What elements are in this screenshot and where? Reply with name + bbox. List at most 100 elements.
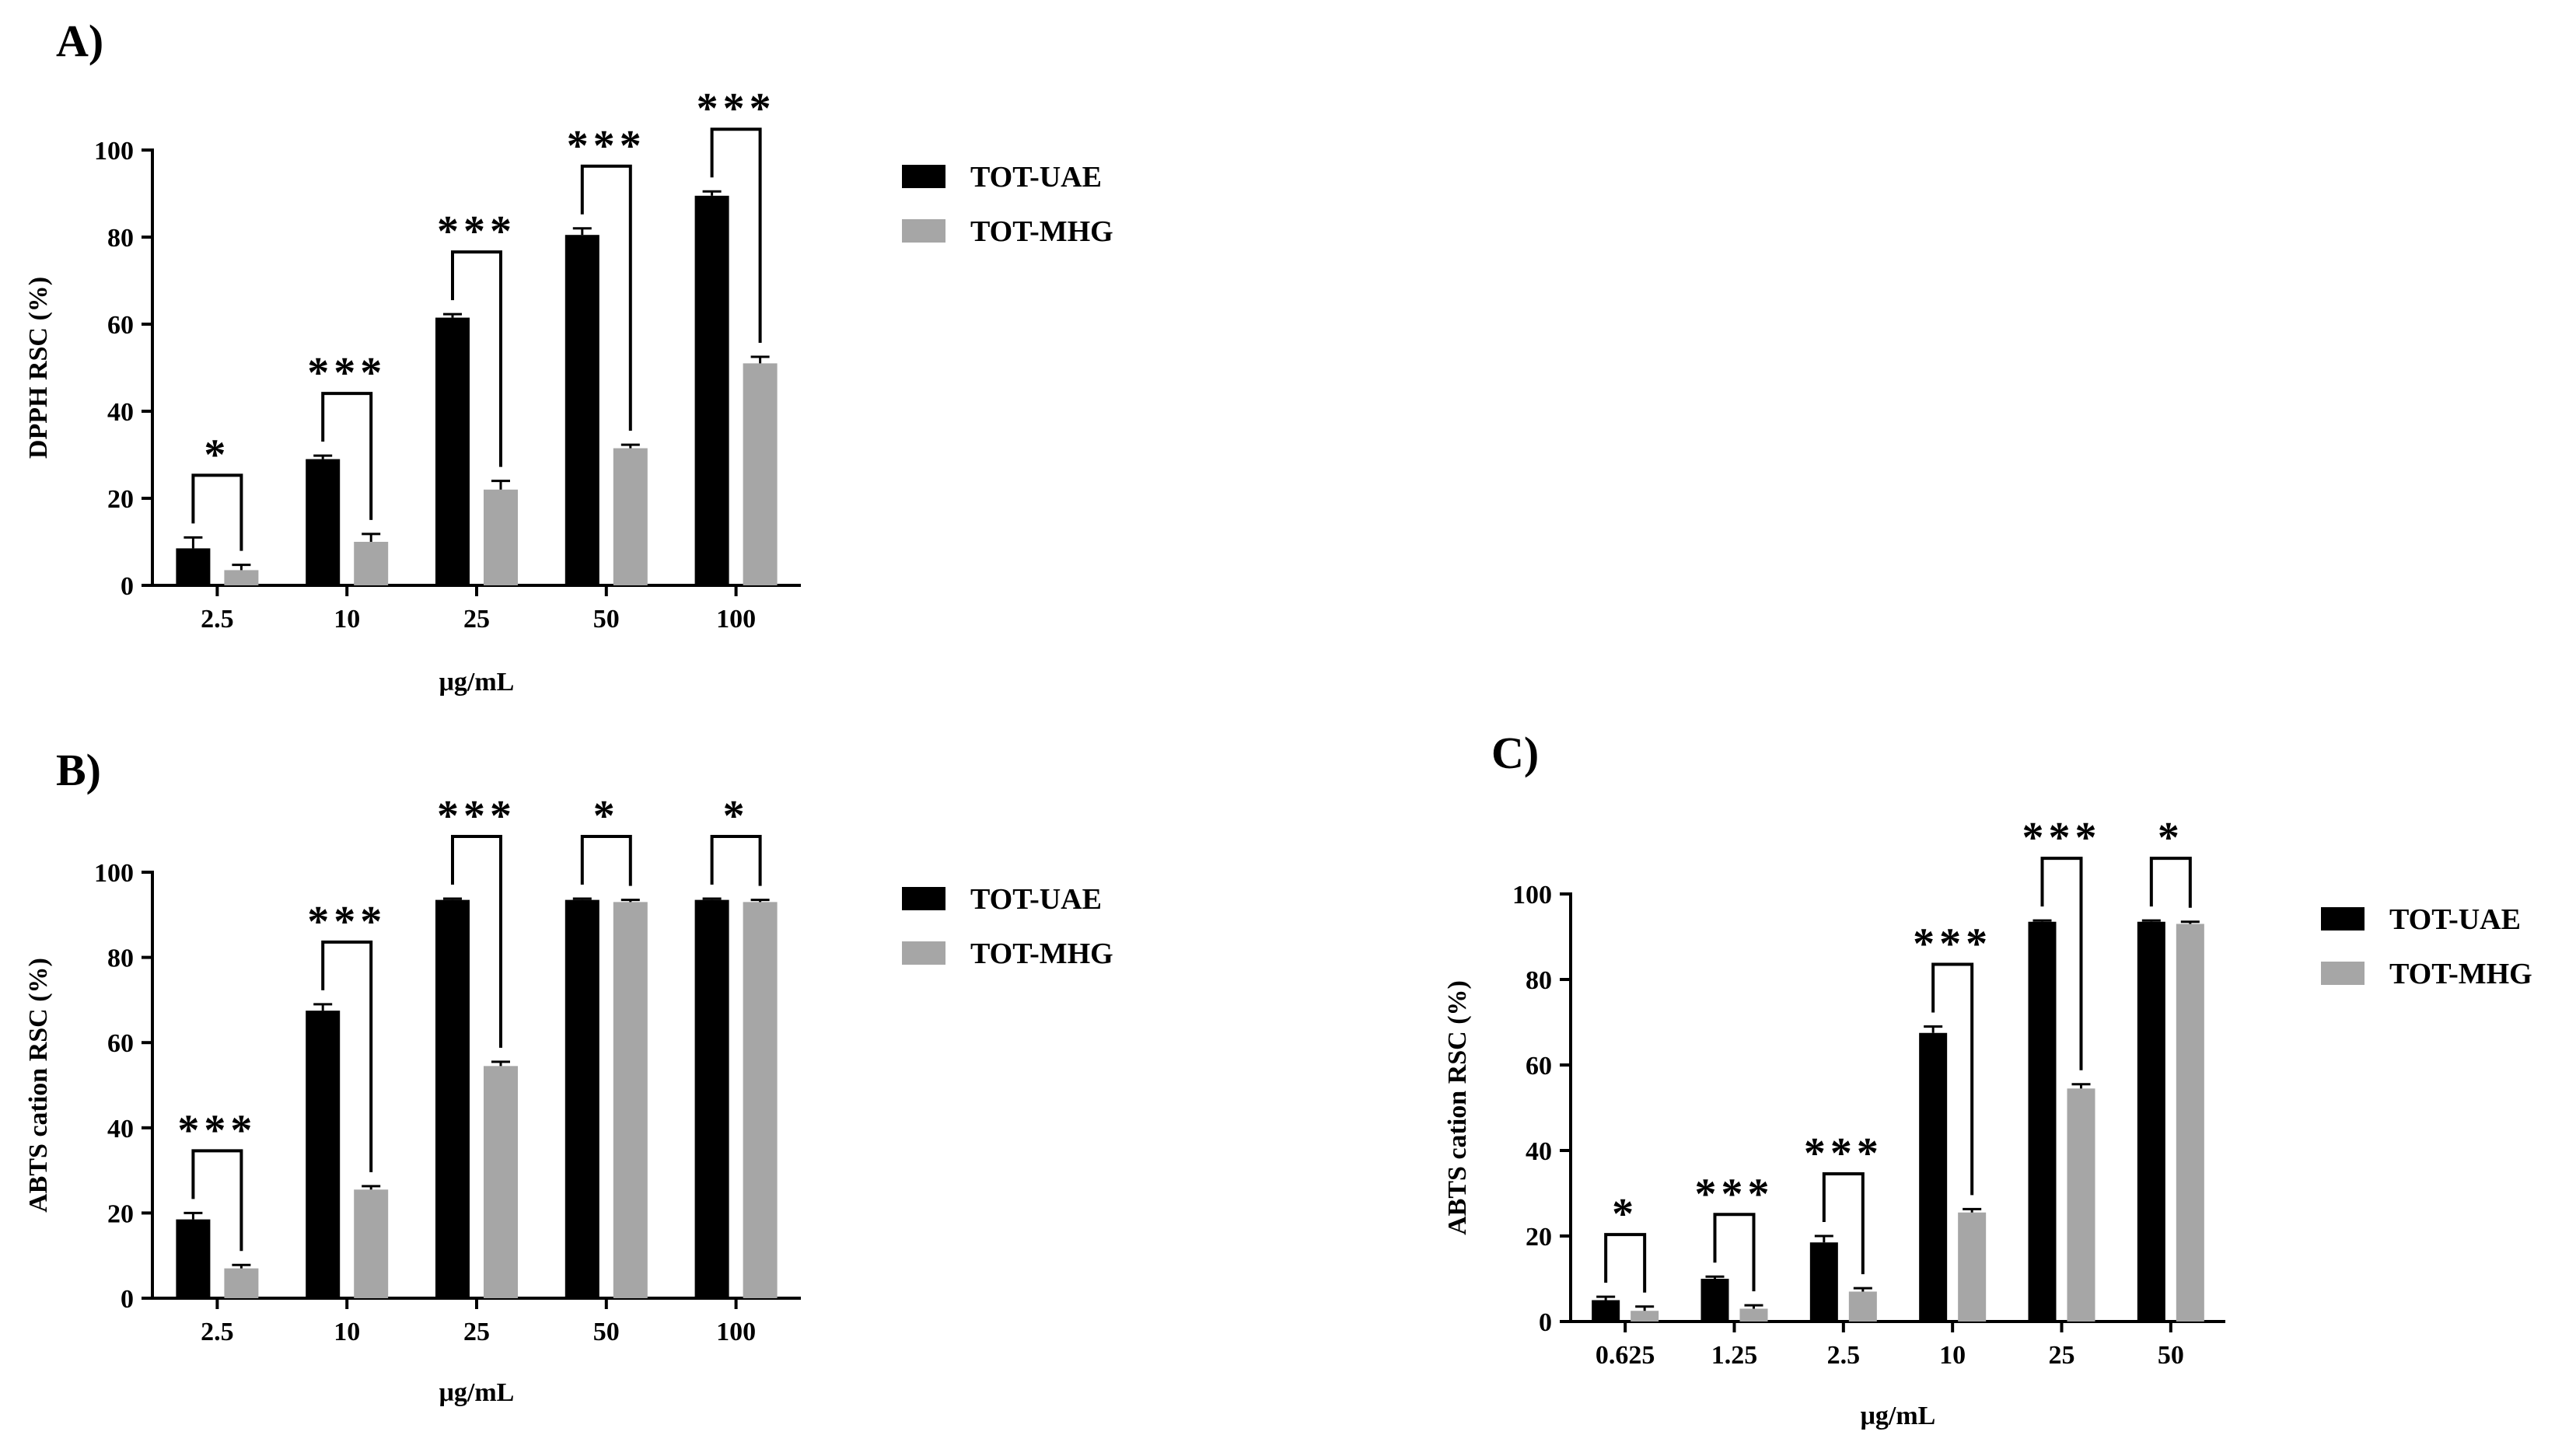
bar-tot-uae — [306, 459, 341, 585]
bar-tot-uae — [1700, 1279, 1729, 1322]
significance-bracket — [710, 127, 762, 343]
x-axis-label: μg/mL — [439, 1378, 515, 1407]
bar-tot-uae — [306, 1011, 341, 1298]
bar-tot-mhg — [354, 542, 389, 585]
bar-tot-uae — [1592, 1300, 1620, 1322]
panel-label: A) — [56, 16, 103, 66]
y-tick-label: 80 — [107, 944, 134, 973]
bar-tot-mhg — [1739, 1308, 1768, 1322]
bar-tot-mhg — [613, 902, 648, 1298]
legend-swatch-tot-mhg — [902, 941, 945, 965]
chart-panel-3: C) 0 20 40 60 80 100 ABTS cation RSC (%) μg/mL 0.… — [1443, 728, 2532, 1430]
bar-tot-uae — [435, 899, 470, 1298]
y-tick-label: 60 — [107, 311, 134, 340]
significance-bracket — [191, 1149, 243, 1252]
y-tick-label: 80 — [1526, 966, 1552, 995]
panel-label: C) — [1491, 728, 1539, 778]
y-tick-label: 40 — [107, 398, 134, 427]
significance-bracket — [2040, 857, 2083, 1070]
x-tick-label: 25 — [463, 605, 490, 634]
bar-tot-uae — [1919, 1032, 1948, 1322]
significance-label: * — [593, 792, 620, 840]
significance-bracket — [451, 834, 502, 1048]
legend-label: TOT-UAE — [970, 883, 1102, 916]
bar-tot-uae — [2137, 921, 2165, 1322]
significance-label: * — [1612, 1190, 1638, 1238]
significance-bracket — [2149, 857, 2192, 908]
legend-label: TOT-MHG — [970, 215, 1113, 248]
bar-tot-mhg — [1848, 1291, 1877, 1322]
significance-label: *** — [1695, 1170, 1774, 1218]
bar-tot-mhg — [743, 363, 778, 585]
x-tick-label: 50 — [593, 1318, 620, 1346]
legend-swatch-tot-mhg — [902, 219, 945, 243]
x-tick-label: 100 — [716, 605, 756, 634]
x-tick-label: 2.5 — [201, 605, 234, 634]
significance-bracket — [710, 834, 762, 886]
bar-tot-mhg — [484, 1066, 518, 1298]
legend-swatch-tot-mhg — [2321, 962, 2365, 985]
x-tick-label: 2.5 — [1827, 1341, 1861, 1370]
legend-swatch-tot-uae — [2321, 907, 2365, 931]
y-tick-label: 0 — [121, 572, 134, 601]
significance-bracket — [1822, 1172, 1865, 1275]
significance-bracket — [1931, 962, 1974, 1196]
y-tick-label: 0 — [1539, 1308, 1552, 1337]
legend-label: TOT-UAE — [2389, 903, 2521, 936]
y-tick-label: 60 — [107, 1029, 134, 1058]
panel-label: B) — [56, 745, 101, 795]
significance-label: *** — [2022, 814, 2102, 862]
bar-tot-uae — [435, 317, 470, 585]
x-tick-label: 1.25 — [1711, 1341, 1758, 1370]
significance-label: *** — [177, 1106, 257, 1154]
chart-panel-2: B) 0 20 40 60 80 100 ABTS cation RSC (%) μg/mL 2.… — [24, 745, 1113, 1407]
significance-label: *** — [1804, 1130, 1883, 1178]
y-axis-label: ABTS cation RSC (%) — [1443, 980, 1472, 1235]
legend-label: TOT-MHG — [970, 937, 1113, 970]
bar-tot-uae — [1809, 1242, 1838, 1322]
significance-label: * — [2158, 814, 2184, 862]
y-tick-label: 0 — [121, 1285, 134, 1314]
chart-panel-1: A) 0 20 40 60 80 100 DPPH RSC (%) μg/mL 2.5 * 10 ***… — [24, 16, 1113, 697]
significance-bracket — [191, 473, 243, 551]
x-tick-label: 25 — [463, 1318, 490, 1346]
significance-label: * — [723, 792, 750, 840]
significance-bracket — [451, 250, 502, 467]
bar-tot-mhg — [484, 489, 518, 585]
bar-tot-mhg — [613, 448, 648, 585]
significance-label: *** — [567, 122, 646, 170]
significance-bracket — [321, 940, 373, 1172]
bar-tot-mhg — [224, 1268, 259, 1298]
significance-label: * — [204, 431, 230, 479]
y-axis-label: DPPH RSC (%) — [24, 277, 53, 459]
bar-tot-uae — [564, 899, 599, 1298]
y-axis-label: ABTS cation RSC (%) — [24, 958, 53, 1213]
significance-label: *** — [307, 349, 386, 397]
significance-bracket — [580, 834, 632, 886]
significance-bracket — [580, 164, 632, 431]
x-tick-label: 10 — [334, 1318, 360, 1346]
bar-tot-uae — [694, 899, 729, 1298]
y-tick-label: 80 — [107, 224, 134, 253]
bar-tot-uae — [176, 1219, 211, 1298]
significance-label: *** — [1913, 920, 1992, 969]
bar-tot-uae — [564, 235, 599, 585]
legend-swatch-tot-uae — [902, 887, 945, 910]
significance-label: *** — [437, 208, 516, 256]
x-axis-label: μg/mL — [1861, 1402, 1936, 1430]
x-tick-label: 100 — [716, 1318, 756, 1346]
bar-tot-mhg — [2176, 924, 2204, 1322]
significance-bracket — [1604, 1233, 1647, 1293]
y-tick-label: 100 — [94, 137, 134, 166]
x-tick-label: 25 — [2049, 1341, 2075, 1370]
significance-label: *** — [437, 792, 516, 840]
x-tick-label: 50 — [2158, 1341, 2184, 1370]
significance-bracket — [321, 392, 373, 520]
x-tick-label: 10 — [1939, 1341, 1966, 1370]
x-tick-label: 0.625 — [1596, 1341, 1655, 1370]
x-tick-label: 2.5 — [201, 1318, 234, 1346]
x-tick-label: 50 — [593, 605, 620, 634]
y-tick-label: 100 — [94, 859, 134, 888]
y-tick-label: 40 — [1526, 1137, 1552, 1166]
